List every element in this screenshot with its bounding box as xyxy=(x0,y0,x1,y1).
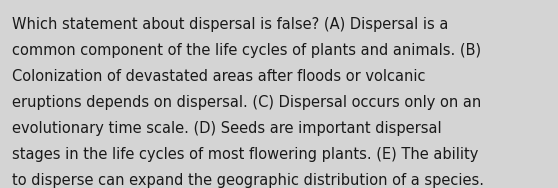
Text: common component of the life cycles of plants and animals. (B): common component of the life cycles of p… xyxy=(12,43,482,58)
Text: Which statement about dispersal is false? (A) Dispersal is a: Which statement about dispersal is false… xyxy=(12,17,449,32)
Text: eruptions depends on dispersal. (C) Dispersal occurs only on an: eruptions depends on dispersal. (C) Disp… xyxy=(12,95,482,110)
Text: to disperse can expand the geographic distribution of a species.: to disperse can expand the geographic di… xyxy=(12,173,484,188)
Text: Colonization of devastated areas after floods or volcanic: Colonization of devastated areas after f… xyxy=(12,69,426,84)
Text: evolutionary time scale. (D) Seeds are important dispersal: evolutionary time scale. (D) Seeds are i… xyxy=(12,121,442,136)
Text: stages in the life cycles of most flowering plants. (E) The ability: stages in the life cycles of most flower… xyxy=(12,147,479,162)
